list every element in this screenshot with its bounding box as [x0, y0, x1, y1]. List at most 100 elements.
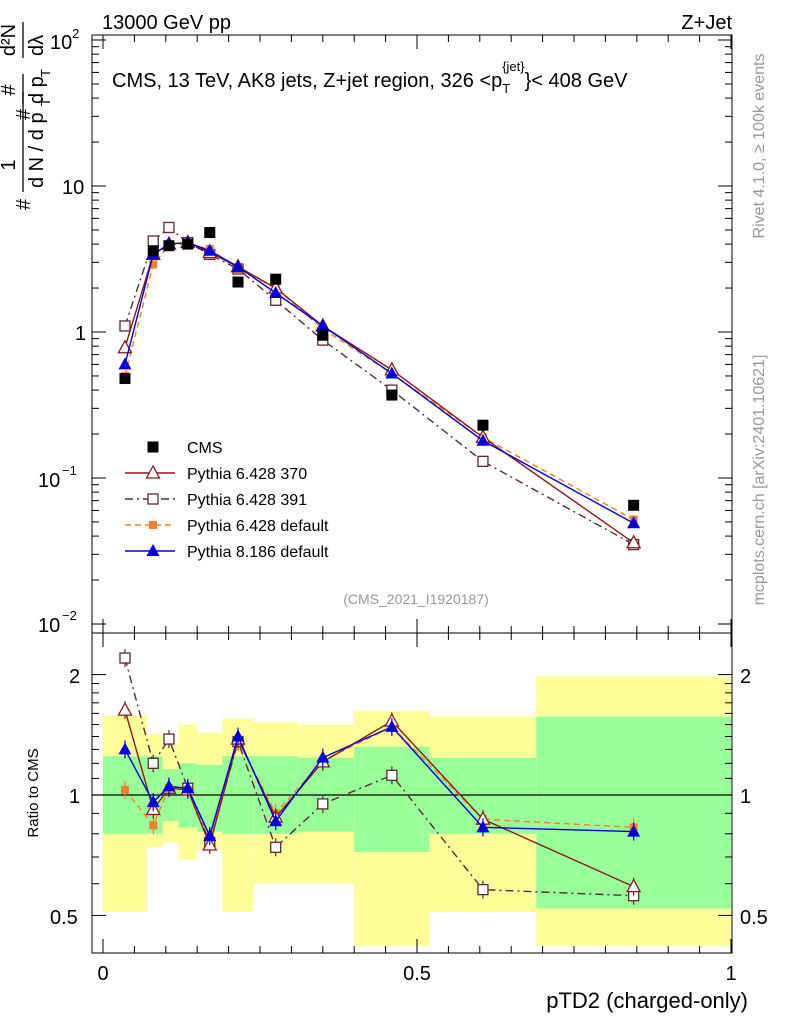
y-tick-label-100: 10 [50, 32, 72, 54]
ratio-band-green-8 [354, 746, 430, 853]
main-point-cms-3 [182, 238, 194, 250]
main-series-layer [117, 221, 642, 551]
y-tick-label-10: 10 [62, 177, 84, 199]
ratio-point-py391-1 [147, 757, 159, 769]
ratio-point-py8-6 [269, 814, 283, 827]
ratio-plot-frame [91, 632, 733, 954]
ylabel-dpt-sub: T [38, 69, 53, 77]
legend-marker-py391 [147, 493, 159, 505]
rivet-version-label: Rivet 4.1.0, ≥ 100k events [751, 54, 768, 239]
y-tick-exp-100: 2 [72, 26, 79, 41]
chart-title-suffix: }< 408 GeV [525, 70, 629, 92]
main-point-py8-5 [231, 259, 245, 272]
ratio-point-py8-9 [476, 820, 490, 833]
y-tick-label-1: 1 [75, 323, 86, 345]
ylabel-d2n: d²N [0, 24, 20, 56]
ylabel-dn-dpt-sub: T [38, 98, 53, 106]
ylabel-hash-2: # [13, 108, 35, 120]
ratio-axis-ticks [92, 633, 732, 953]
ylabel-hash-3: # [0, 84, 20, 96]
main-point-cms-7 [317, 329, 329, 341]
ratio-uncertainty-bands [103, 676, 731, 946]
chart-title-sub: T [502, 81, 510, 96]
x-tick-1: 1 [725, 963, 736, 985]
ratio-y-tick-0.5-right: 0.5 [740, 907, 768, 929]
ratio-point-py391-6 [270, 841, 282, 853]
ratio-point-py8-1 [146, 795, 160, 808]
main-point-cms-4 [204, 227, 216, 239]
chart-title-text: CMS, 13 TeV, AK8 jets, Z+jet region, 326… [112, 59, 628, 96]
ratio-y-axis-label: Ratio to CMS [25, 748, 42, 837]
legend-label-pydef: Pythia 6.428 default [187, 518, 329, 535]
ratio-band-green-10 [536, 716, 731, 909]
ratio-point-py391-2 [163, 733, 175, 745]
main-point-py8-8 [385, 366, 399, 379]
x-tick-0.5: 0.5 [403, 963, 431, 985]
main-point-py391-2 [163, 221, 175, 234]
main-point-cms-8 [386, 389, 398, 401]
main-point-pydef-1 [149, 260, 158, 269]
main-point-cms-1 [147, 245, 159, 257]
legend-marker-py8 [146, 544, 160, 556]
ylabel-dlambda: dλ [26, 35, 48, 56]
ratio-y-tick-labels: 0.5 1 2 0.5 1 2 [50, 666, 768, 929]
legend: CMS Pythia 6.428 370 Pythia 6.428 391 Pythi… [125, 440, 329, 561]
ratio-point-py8-4 [203, 828, 217, 841]
ratio-point-py391-9 [477, 883, 489, 896]
chart-title: CMS, 13 TeV, AK8 jets, Z+jet region, 326… [112, 59, 628, 96]
y-tick-exp-1e-2: −2 [62, 608, 77, 623]
ratio-line-pydef [124, 726, 634, 841]
main-point-py8-0 [118, 357, 132, 370]
main-point-py370-10 [626, 534, 642, 549]
main-point-cms-5 [232, 276, 244, 288]
y-tick-label-1e-1: 10 [38, 470, 60, 492]
legend-marker-cms [147, 441, 159, 453]
main-point-py8-9 [476, 433, 490, 446]
ratio-band-green-4 [197, 764, 223, 832]
legend-label-py8: Pythia 8.186 default [187, 544, 329, 561]
chart-title-sup: {jet} [502, 59, 525, 74]
main-point-cms-10 [628, 499, 640, 511]
ratio-point-py8-2 [162, 779, 176, 792]
y-tick-exp-1e-1: −1 [62, 463, 77, 478]
ratio-y-tick-1-right: 1 [740, 786, 751, 808]
x-tick-0: 0 [97, 963, 108, 985]
ratio-point-pydef-0 [120, 785, 129, 794]
ratio-series-layer [117, 649, 642, 905]
chart-title-prefix: CMS, 13 TeV, AK8 jets, Z+jet region, 326… [112, 70, 502, 92]
main-point-py8-10 [627, 516, 641, 529]
analysis-watermark: (CMS_2021_I1920187) [343, 591, 489, 607]
main-axis-ticks [92, 35, 732, 633]
ylabel-dn-dpt: d N / d p [26, 112, 48, 188]
ratio-point-py8-0 [118, 742, 132, 755]
ratio-point-py8-7 [316, 750, 330, 763]
ratio-point-py391-7 [317, 798, 329, 810]
legend-marker-pydef [149, 521, 157, 529]
main-y-tick-labels: 10 −2 10 −1 1 10 10 2 [38, 26, 86, 637]
main-y-axis-label: # 1 d N / d p T # # d p T d²N dλ [0, 22, 53, 210]
x-tick-labels: 0 0.5 1 [97, 963, 736, 985]
ratio-y-tick-2-right: 2 [740, 666, 751, 688]
main-point-py391-0 [119, 320, 131, 332]
main-point-cms-6 [270, 273, 282, 285]
ratio-y-tick-0.5: 0.5 [50, 907, 78, 929]
ratio-point-py370-0 [117, 701, 133, 716]
legend-marker-py370 [145, 464, 161, 479]
main-point-py391-1 [147, 235, 159, 247]
legend-label-py370: Pythia 6.428 370 [187, 466, 307, 483]
ratio-point-py391-0 [119, 652, 131, 664]
main-point-cms-0 [119, 373, 131, 385]
ratio-point-pydef-1 [149, 821, 158, 830]
x-axis-label: pTD2 (charged-only) [546, 988, 748, 1013]
ratio-y-tick-2: 2 [69, 666, 80, 688]
ratio-point-py8-10 [627, 824, 641, 837]
ylabel-one: 1 [0, 159, 20, 170]
ylabel-dpt: d p [26, 76, 48, 104]
header-right: Z+Jet [681, 12, 732, 34]
main-point-cms-2 [163, 240, 175, 252]
main-point-py8-4 [203, 243, 217, 256]
header-left: 13000 GeV pp [102, 12, 231, 34]
main-point-py8-6 [269, 285, 283, 298]
legend-label-py391: Pythia 6.428 391 [187, 492, 307, 509]
